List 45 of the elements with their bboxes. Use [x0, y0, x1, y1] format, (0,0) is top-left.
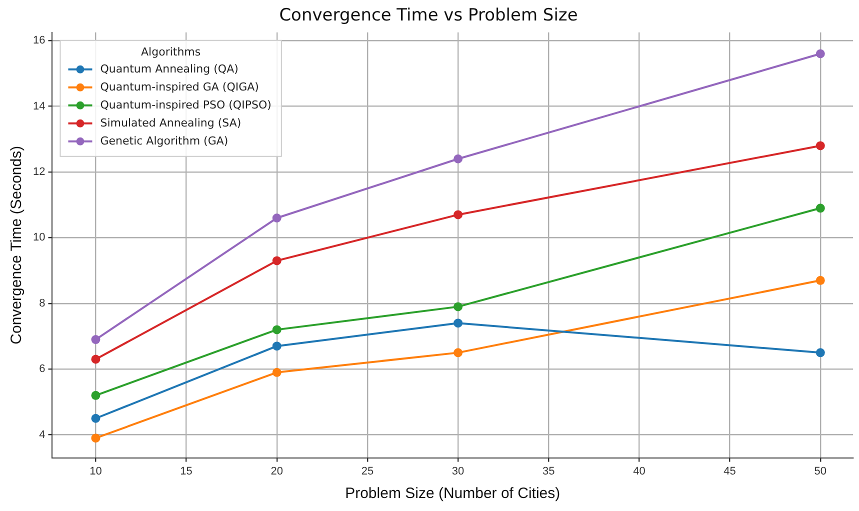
y-tick-label: 12: [32, 166, 46, 178]
x-tick-label: 40: [633, 465, 646, 478]
x-tick-label: 45: [724, 465, 736, 478]
point: [91, 335, 100, 344]
legend-label: Genetic Algorithm (GA): [100, 134, 228, 148]
point: [454, 318, 463, 328]
legend-label: Quantum-inspired GA (QIGA): [100, 80, 259, 94]
point: [816, 49, 825, 58]
x-tick-label: 25: [361, 465, 374, 478]
point: [454, 348, 463, 358]
point: [91, 414, 100, 423]
point: [272, 256, 282, 266]
point: [91, 354, 100, 364]
y-tick-label: 6: [39, 363, 46, 376]
legend-label: Quantum-inspired PSO (QIPSO): [100, 98, 272, 112]
x-tick-label: 30: [452, 465, 464, 478]
y-tick-label: 8: [39, 297, 46, 310]
point: [816, 276, 825, 285]
x-tick-label: 50: [814, 465, 827, 478]
x-tick-label: 15: [180, 465, 192, 478]
point: [272, 214, 282, 222]
point: [816, 204, 825, 213]
y-tick-label: 14: [32, 100, 46, 112]
x-tick-label: 35: [542, 465, 555, 478]
point: [272, 368, 282, 377]
point: [454, 302, 463, 312]
y-tick-label: 10: [32, 232, 46, 244]
legend-label: Simulated Annealing (SA): [100, 116, 242, 130]
legend-label: Quantum Annealing (QA): [100, 62, 238, 76]
x-tick-label: 20: [270, 465, 284, 478]
point: [454, 210, 463, 220]
y-axis-title: Convergence Time (Seconds): [8, 146, 26, 344]
point: [272, 342, 282, 351]
point: [91, 390, 100, 400]
point: [91, 434, 100, 443]
y-tick-label: 4: [39, 428, 46, 441]
point: [272, 325, 282, 334]
chart-title: Convergence Time vs Problem Size: [279, 6, 578, 26]
point: [816, 141, 825, 150]
point: [454, 154, 463, 164]
x-tick-label: 10: [90, 465, 102, 478]
point: [816, 348, 825, 358]
x-axis-title: Problem Size (Number of Cities): [345, 485, 560, 502]
legend-title: Algorithms: [141, 45, 201, 58]
y-tick-label: 16: [32, 34, 46, 47]
